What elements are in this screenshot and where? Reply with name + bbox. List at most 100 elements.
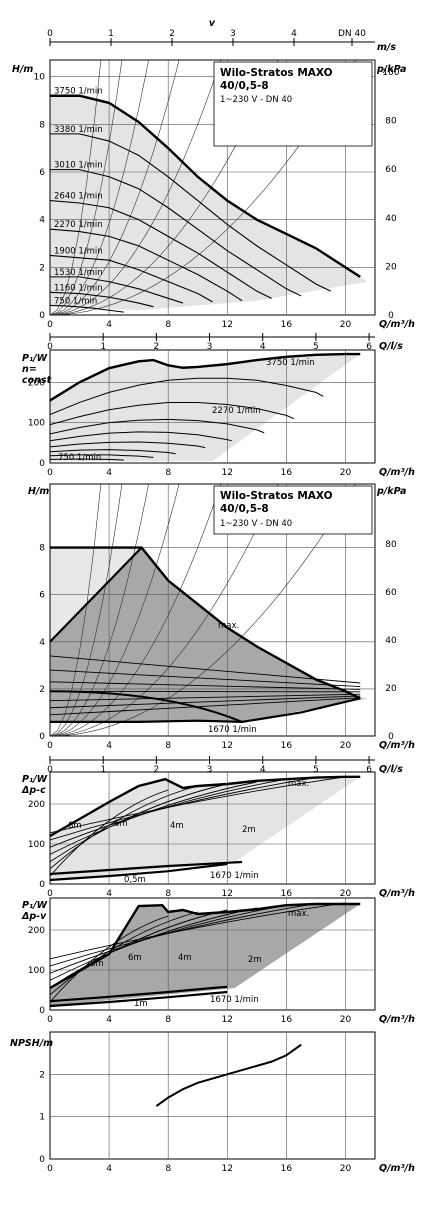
y2-axis-label: p/kPa	[376, 64, 406, 75]
x-tick-label: 4	[106, 1164, 112, 1174]
q-ls-axis-label: Q/l/s	[379, 341, 403, 352]
system-curve	[50, 60, 149, 315]
v-unit-label: m/s	[377, 42, 396, 53]
q-ls-tick-label: 4	[260, 342, 266, 352]
min-curve	[49, 990, 228, 1008]
curve-label-max: 3750 1/min	[266, 358, 315, 368]
label-8m: 8m	[68, 821, 82, 831]
y-tick-label: 0	[39, 459, 45, 469]
speed-curve	[50, 228, 243, 302]
q-ls-tick-label: 4	[260, 765, 266, 775]
speed-curve-label: 2640 1/min	[54, 192, 103, 202]
y-axis-label: P₁/W	[22, 900, 48, 911]
title-line-2: 40/0,5-8	[220, 503, 269, 515]
curve-label-2270: 2270 1/min	[212, 406, 261, 416]
q-ls-axis-label: Q/l/s	[379, 764, 403, 775]
operating-area	[50, 354, 361, 461]
v-tick-label: 0	[47, 29, 53, 39]
control-line	[50, 681, 361, 690]
kpa-tick-label: 20	[385, 684, 397, 694]
y-tick-label: 10	[34, 73, 46, 83]
x-tick-label: 12	[222, 1164, 233, 1174]
x-tick-label: 4	[106, 889, 112, 899]
plot-frame	[49, 483, 376, 737]
control-curve	[50, 903, 316, 967]
x-tick-label: 12	[222, 889, 233, 899]
speed-curve-label: 750 1/min	[54, 296, 97, 306]
x-tick-label: 12	[222, 741, 233, 751]
v-tick-label: 3	[230, 29, 236, 39]
speed-curve-label: 1160 1/min	[54, 283, 103, 293]
x-tick-label: 0	[47, 468, 53, 478]
dp-c-limit	[49, 546, 143, 643]
y-tick-label: 8	[39, 544, 45, 554]
speed-curve-label: 3750 1/min	[54, 87, 103, 97]
chart-subtitle: 1~230 V - DN 40	[220, 519, 292, 529]
power-curve	[50, 449, 176, 455]
control-curve	[50, 776, 346, 834]
q-ls-tick-label: 3	[207, 765, 213, 775]
min-label: 1670 1/min	[208, 725, 257, 735]
power-curve	[50, 377, 324, 416]
kpa-tick-label: 80	[385, 117, 397, 127]
min-curve	[49, 860, 243, 876]
y-tick-label: 6	[39, 168, 45, 178]
speed-curve-label: 3380 1/min	[54, 125, 103, 135]
operating-area	[50, 904, 361, 1006]
y-axis-label: NPSH/m	[10, 1038, 53, 1049]
system-curve	[50, 484, 222, 736]
max-label: max.	[218, 621, 239, 631]
x-tick-label: 0	[47, 1015, 53, 1025]
speed-curve	[50, 94, 361, 278]
control-curve	[50, 789, 169, 877]
y-axis-label-2: Δp-v	[21, 911, 47, 922]
q-ls-tick-label: 6	[366, 342, 372, 352]
label-6m: 6m	[114, 819, 128, 829]
label-1m: 1m	[134, 999, 148, 1009]
v-tick-label: 2	[169, 29, 175, 39]
x-tick-label: 20	[340, 889, 352, 899]
kpa-tick-label: 0	[388, 311, 394, 321]
kpa-tick-label: 0	[388, 732, 394, 742]
operating-area	[50, 776, 361, 880]
x-tick-label: 8	[165, 741, 171, 751]
y-tick-label: 200	[28, 378, 45, 388]
x-tick-label: 20	[340, 1015, 352, 1025]
x-axis-label: Q/m³/h	[379, 1163, 415, 1174]
y-axis-label-3: const	[22, 375, 52, 386]
system-curve	[50, 484, 123, 736]
x-axis-label: Q/m³/h	[379, 1014, 415, 1025]
system-curve	[50, 60, 123, 315]
x-axis-label: Q/m³/h	[379, 319, 415, 330]
y-tick-label: 6	[39, 591, 45, 601]
y-tick-label: 4	[39, 638, 45, 648]
speed-curve	[50, 169, 302, 297]
x-tick-label: 16	[281, 1015, 293, 1025]
chart-title: Wilo-Stratos MAXO 40/0,5-8	[220, 67, 333, 92]
max-label: max.	[288, 779, 309, 789]
x-tick-label: 12	[222, 468, 233, 478]
x-axis-label: Q/m³/h	[379, 467, 415, 478]
x-tick-label: 16	[281, 468, 293, 478]
v-tick-label: 4	[291, 29, 297, 39]
system-curve	[50, 60, 222, 315]
min-curve	[50, 697, 361, 723]
q-ls-tick-label: 0	[47, 765, 53, 775]
y-axis-label: P₁/W	[22, 353, 48, 364]
control-line	[50, 695, 361, 709]
power-curve	[50, 431, 232, 442]
x-tick-label: 20	[340, 468, 352, 478]
label-1670: 1670 1/min	[210, 871, 259, 881]
x-tick-label: 0	[47, 320, 53, 330]
x-tick-label: 4	[106, 320, 112, 330]
label-8m: 8m	[90, 959, 104, 969]
speed-curve-label: 1900 1/min	[54, 246, 103, 256]
y-axis-label-2: Δp-c	[21, 785, 46, 796]
q-ls-tick-label: 3	[207, 342, 213, 352]
y-tick-label: 0	[39, 880, 45, 890]
system-curve	[50, 484, 149, 736]
y-tick-label: 1	[39, 1113, 45, 1123]
plot-frame	[49, 1031, 376, 1160]
plot-frame	[49, 59, 376, 316]
